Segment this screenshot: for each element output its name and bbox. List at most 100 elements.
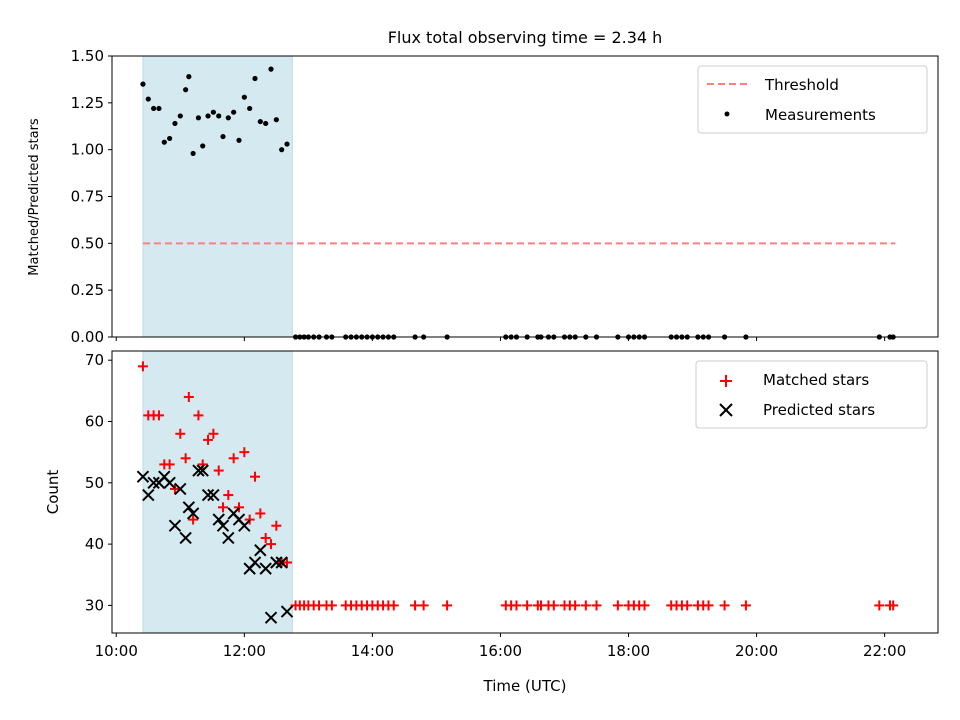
matched-stars-point [418, 600, 429, 611]
matched-stars-point [570, 600, 581, 611]
predicted-stars-point [142, 488, 155, 502]
measurements-point [167, 135, 173, 142]
matched-stars-point [740, 600, 751, 611]
matched-stars-point [548, 600, 559, 611]
matched-stars-point [208, 428, 219, 439]
measurements-point [268, 66, 274, 72]
matched-stars-point [719, 600, 730, 611]
matched-stars-point [260, 532, 271, 543]
matched-stars-point [175, 428, 186, 439]
bottom-x-tick-label: 12:00 [223, 642, 266, 660]
matched-stars-point [522, 600, 533, 611]
predicted-stars-point [174, 482, 187, 496]
bottom-marks [136, 361, 899, 624]
matched-stars-point [180, 453, 191, 464]
bottom-x-tick-label: 16:00 [479, 642, 522, 660]
matched-stars-point [639, 600, 650, 611]
measurements-point [225, 115, 231, 121]
measurements-point [161, 139, 167, 145]
matched-stars-legend-label: Matched stars [763, 371, 869, 389]
matched-stars-point [511, 600, 522, 611]
bottom-x-tick-label: 14:00 [351, 642, 394, 660]
matched-stars-legend-swatch [720, 375, 732, 387]
matched-stars-point [410, 600, 421, 611]
matched-stars-point [250, 471, 261, 482]
matched-stars-point [266, 539, 277, 550]
measurements-legend-label: Measurements [765, 106, 876, 124]
matched-stars-point [282, 557, 293, 568]
measurements-point [252, 75, 258, 82]
matched-stars-point [137, 361, 148, 372]
matched-stars-point [591, 600, 602, 611]
predicted-stars-legend-label: Predicted stars [763, 401, 875, 419]
measurements-point [195, 115, 202, 121]
matched-stars-point [326, 600, 337, 611]
measurements-point [156, 105, 162, 112]
predicted-stars-point [248, 556, 262, 569]
measurements-point [151, 105, 157, 112]
matched-stars-point [388, 600, 399, 611]
measurements-point [279, 147, 285, 153]
measurements-point [241, 94, 247, 100]
bottom-panel: 30 40 50 60 70 10:00 12:00 14:00 16:00 18:00 20:0… [44, 350, 939, 695]
matched-stars-point [203, 434, 214, 445]
predicted-stars-point [136, 470, 150, 483]
measurements-point [257, 118, 263, 125]
predicted-stars-point [259, 562, 272, 575]
top-shaded-span [142, 55, 293, 338]
matched-stars-point [213, 465, 224, 476]
top-y-tick-label: 0.75 [71, 188, 104, 206]
predicted-stars-point [238, 519, 251, 532]
bottom-y-axis-label: Count [44, 470, 62, 515]
bottom-x-tick-label: 10:00 [95, 642, 138, 660]
measurements-point [183, 87, 189, 93]
matched-stars-point [271, 520, 282, 531]
predicted-stars-point [147, 476, 160, 490]
top-y-tick-label: 1.50 [71, 47, 104, 65]
matched-stars-point [197, 459, 208, 470]
predicted-stars-point [222, 531, 235, 545]
measurements-point [190, 150, 196, 157]
bottom-y-ticks: 30 40 50 60 70 [85, 351, 112, 614]
predicted-stars-point [168, 519, 182, 532]
matched-stars-point [223, 490, 234, 501]
predicted-stars-point [179, 531, 192, 545]
matched-stars-point [233, 502, 244, 513]
predicted-stars-point [207, 488, 220, 502]
measurements-point [200, 143, 206, 149]
top-y-tick-label: 0.25 [71, 281, 104, 299]
matched-stars-point [217, 502, 228, 513]
predicted-stars-point [254, 544, 267, 557]
bottom-x-tick-label: 20:00 [735, 642, 778, 660]
threshold-legend-label: Threshold [764, 76, 839, 94]
bottom-y-tick-label: 40 [85, 535, 104, 553]
measurements-point [231, 109, 237, 115]
matched-stars-point [183, 391, 194, 402]
matched-stars-point [188, 514, 199, 525]
predicted-stars-point [182, 501, 196, 514]
predicted-stars-point [163, 476, 176, 490]
top-x-ticks [115, 337, 886, 341]
predicted-stars-point [275, 556, 288, 569]
measurements-point [205, 113, 211, 119]
bottom-x-tick-label: 22:00 [863, 642, 906, 660]
bottom-y-tick-label: 50 [85, 474, 104, 492]
bottom-y-tick-label: 60 [85, 413, 104, 431]
bottom-y-tick-label: 70 [85, 351, 104, 369]
measurements-point [140, 81, 146, 87]
bottom-legend-box [695, 360, 928, 429]
matched-stars-point [228, 453, 239, 464]
matched-stars-point [169, 483, 180, 494]
predicted-stars-point [270, 556, 283, 569]
matched-stars-point [874, 600, 885, 611]
predicted-stars-legend-swatch [719, 403, 733, 417]
measurements-point [263, 120, 269, 127]
top-y-tick-label: 0.00 [71, 328, 104, 346]
predicted-stars-point [212, 513, 225, 526]
measurements-point [273, 117, 279, 123]
bottom-x-tick-label: 18:00 [607, 642, 650, 660]
measurements-point [172, 120, 178, 127]
measurements-point [284, 141, 290, 147]
matched-stars-point [580, 600, 591, 611]
predicted-stars-point [186, 507, 200, 520]
